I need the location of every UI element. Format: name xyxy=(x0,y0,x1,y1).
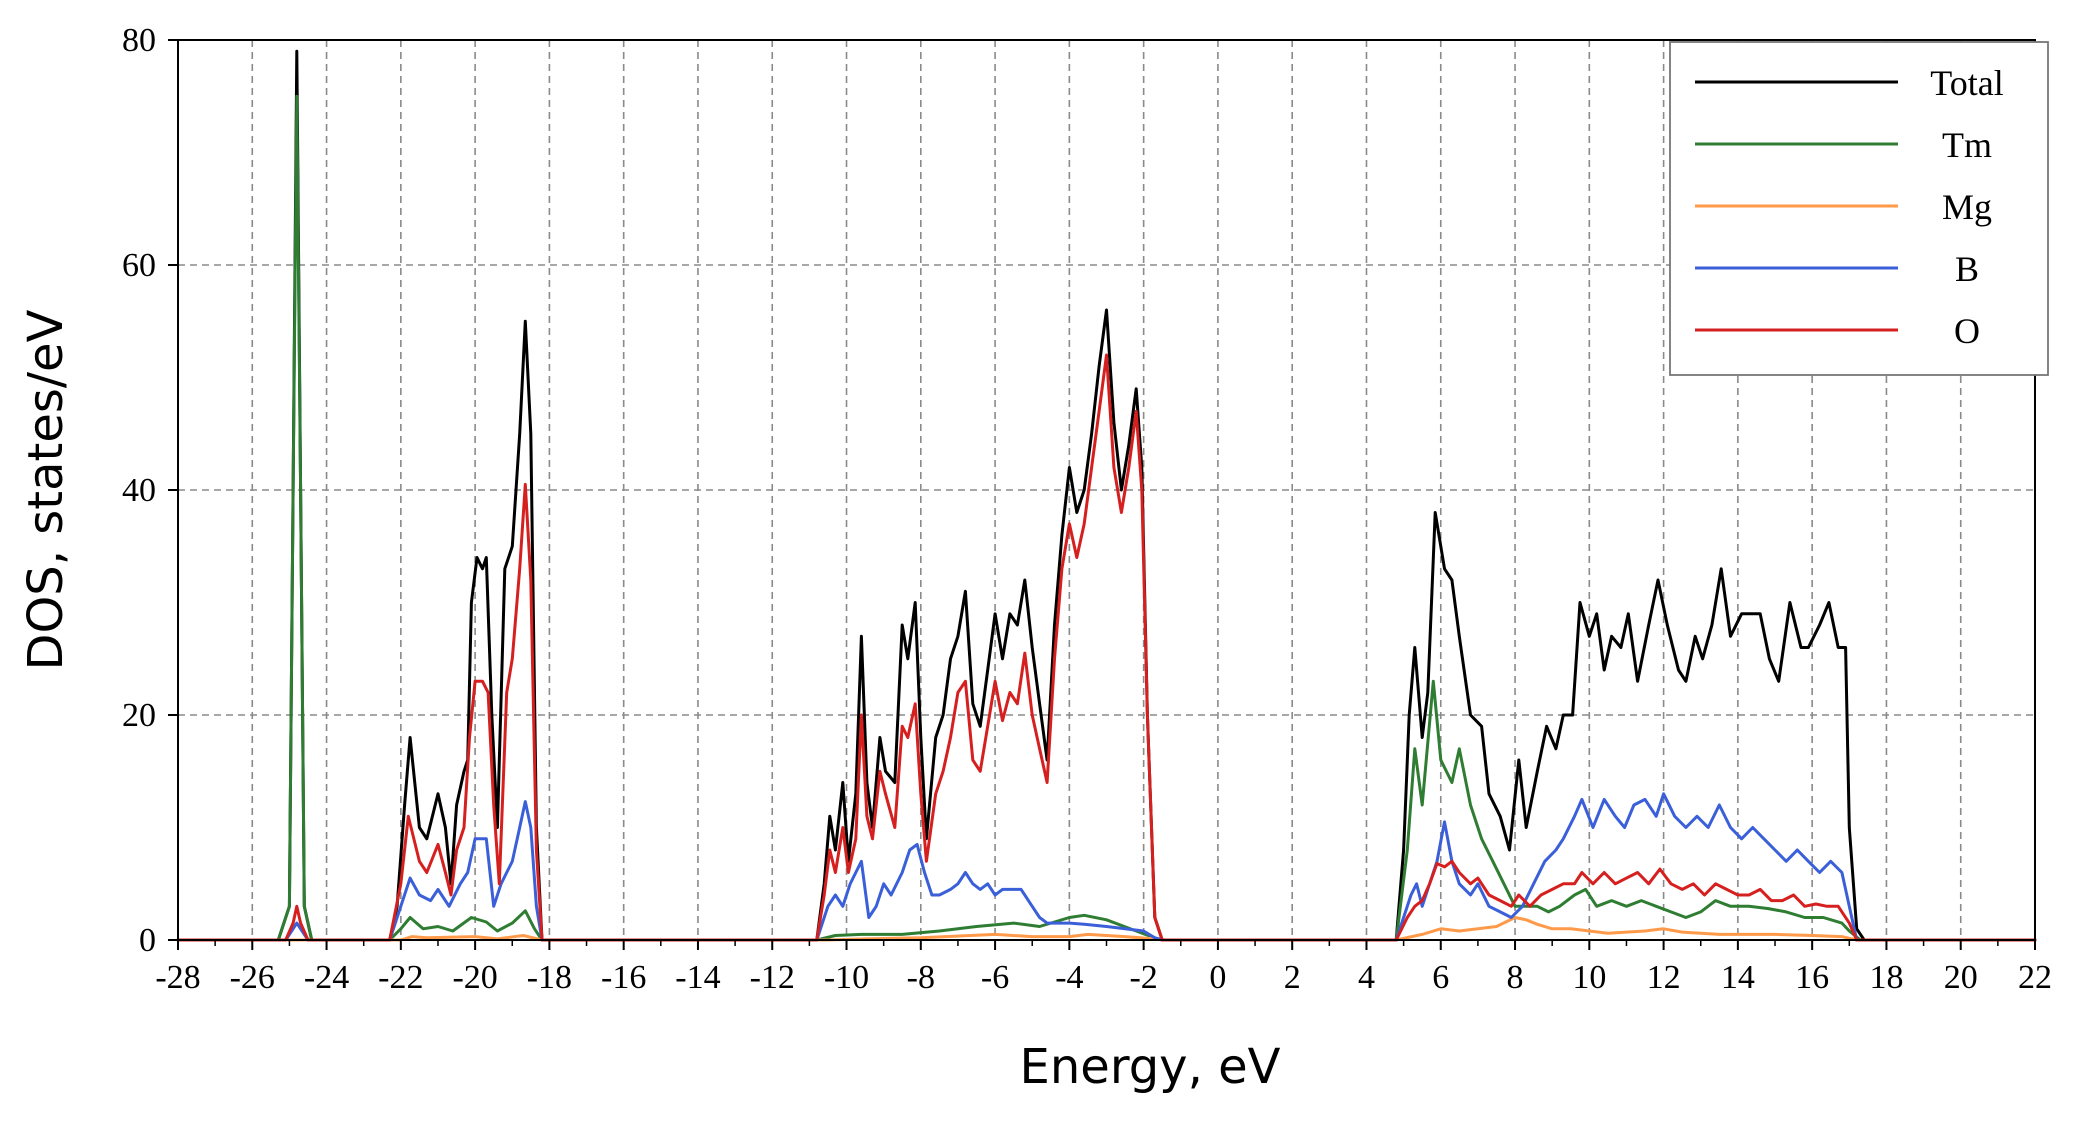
series-line-tm xyxy=(176,94,2037,942)
x-tick-label: 14 xyxy=(1721,959,1755,996)
x-tick-label: 22 xyxy=(2018,959,2052,996)
x-tick-label: 4 xyxy=(1358,959,1375,996)
plot-frame xyxy=(168,39,2036,950)
legend-label-o: O xyxy=(1954,311,1980,351)
legend-box xyxy=(1669,41,2049,376)
x-tick-label: -14 xyxy=(675,959,720,996)
legend-label-tm: Tm xyxy=(1942,125,1992,165)
x-axis-title: Energy, eV xyxy=(1020,1039,1281,1095)
legend-label-total: Total xyxy=(1930,63,2003,103)
x-tick-labels: -28 -26 -24 -22 -20 -18 -16 -14 -12 -10 -8 -6 -4 -2 0 2… xyxy=(155,959,2052,996)
series-line-o xyxy=(176,353,2037,942)
x-tick-label: 20 xyxy=(1944,959,1978,996)
x-tick-label: -28 xyxy=(155,959,200,996)
y-tick-labels: 0 20 40 60 80 xyxy=(122,22,156,959)
x-tick-label: -18 xyxy=(527,959,572,996)
x-tick-label: -8 xyxy=(907,959,935,996)
x-tick-label: -2 xyxy=(1129,959,1157,996)
x-tick-label: 12 xyxy=(1647,959,1681,996)
x-tick-label: 16 xyxy=(1795,959,1829,996)
y-axis-title: DOS, states/eV xyxy=(18,309,74,670)
y-tick-label: 0 xyxy=(139,922,156,959)
x-tick-label: 2 xyxy=(1284,959,1301,996)
y-tick-label: 20 xyxy=(122,697,156,734)
y-tick-label: 80 xyxy=(122,22,156,59)
x-tick-label: 0 xyxy=(1209,959,1226,996)
x-tick-label: -16 xyxy=(601,959,646,996)
x-tick-label: -4 xyxy=(1055,959,1083,996)
x-tick-label: -22 xyxy=(378,959,423,996)
x-tick-label: -20 xyxy=(452,959,497,996)
y-tick-label: 40 xyxy=(122,472,156,509)
x-tick-label: -10 xyxy=(824,959,869,996)
x-tick-label: 18 xyxy=(1869,959,1903,996)
x-tick-label: 8 xyxy=(1507,959,1524,996)
legend: Total Tm Mg BO xyxy=(1669,41,2049,376)
x-tick-label: 10 xyxy=(1572,959,1606,996)
x-tick-label: -26 xyxy=(230,959,275,996)
y-tick-label: 60 xyxy=(122,247,156,284)
legend-label-mg: Mg xyxy=(1942,187,1992,227)
legend-label-b: B xyxy=(1955,249,1979,289)
series-line-total xyxy=(176,49,2037,942)
x-tick-label: -24 xyxy=(304,959,349,996)
series-line-b xyxy=(176,792,2037,942)
x-tick-label: -6 xyxy=(981,959,1009,996)
x-tick-label: -12 xyxy=(750,959,795,996)
x-tick-label: 6 xyxy=(1432,959,1449,996)
